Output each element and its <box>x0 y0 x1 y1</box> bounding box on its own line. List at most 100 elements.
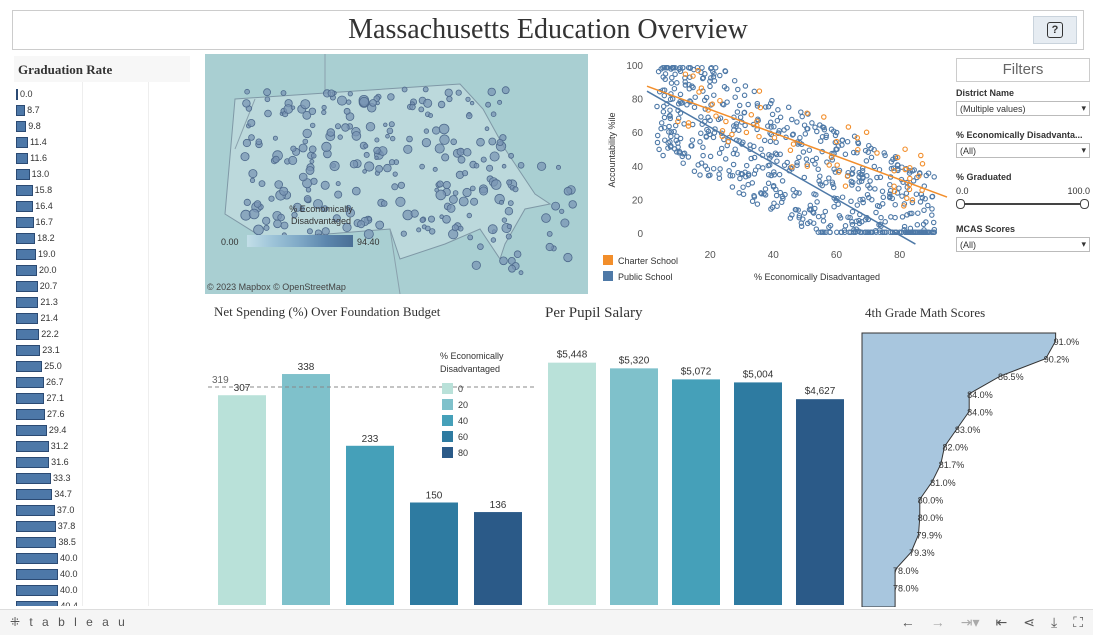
public-school-point <box>862 147 869 154</box>
graduation-bar-row[interactable]: 27.1 <box>16 390 64 406</box>
graduation-bar-row[interactable]: 34.7 <box>16 486 72 502</box>
graduation-bar[interactable] <box>16 344 41 356</box>
graduation-bar[interactable] <box>16 184 33 196</box>
graduation-bar[interactable] <box>16 312 39 324</box>
redo-icon[interactable]: → <box>930 614 945 630</box>
graduation-bar[interactable] <box>16 248 36 260</box>
graduation-bar[interactable] <box>16 296 39 308</box>
graduation-bar[interactable] <box>16 568 58 580</box>
graduation-bar-row[interactable]: 37.0 <box>16 502 74 518</box>
graduation-bar-row[interactable]: 31.6 <box>16 454 69 470</box>
graduation-bar[interactable] <box>16 440 49 452</box>
graduation-bar[interactable] <box>16 104 26 116</box>
graduation-bar[interactable] <box>16 200 34 212</box>
graduation-bar-row[interactable]: 9.8 <box>16 118 41 134</box>
graduation-bar[interactable] <box>16 168 30 180</box>
graduation-bar-row[interactable]: 16.7 <box>16 214 53 230</box>
graduation-bar-row[interactable]: 40.4 <box>16 598 78 606</box>
graduation-bar[interactable] <box>16 280 38 292</box>
graduation-bar-row[interactable]: 25.0 <box>16 358 62 374</box>
graduation-bar[interactable] <box>16 456 50 468</box>
math-scores-chart[interactable]: 91.0% 90.2% 86.5% 84.0% 84.0% 83.0% 82.0% 81.7%… <box>860 325 1086 607</box>
graduation-bar[interactable] <box>16 584 58 596</box>
graduation-bar[interactable] <box>16 376 45 388</box>
help-button[interactable]: ? <box>1033 16 1077 44</box>
graduation-bar[interactable] <box>16 264 37 276</box>
graduation-bar-row[interactable]: 22.2 <box>16 326 59 342</box>
graduation-bar[interactable] <box>16 120 27 132</box>
graduation-bar-row[interactable]: 37.8 <box>16 518 75 534</box>
graduation-bar-row[interactable]: 13.0 <box>16 166 49 182</box>
graduation-bar[interactable] <box>16 536 57 548</box>
graduation-bar[interactable] <box>16 472 51 484</box>
econ-filter-select[interactable]: (All) ▾ <box>956 143 1090 158</box>
school-dot <box>392 171 398 177</box>
revert-icon[interactable]: ⇥▾ <box>960 614 980 630</box>
graduation-bar-row[interactable]: 40.0 <box>16 566 78 582</box>
school-dot <box>470 197 479 206</box>
graduation-bar-row[interactable]: 16.4 <box>16 198 53 214</box>
per-pupil-salary-chart[interactable]: $5,448 $5,320 $5,072 $5,004 $4,627 <box>540 327 856 607</box>
graduation-bar[interactable] <box>16 136 28 148</box>
accountability-scatter-panel[interactable]: 0 20 40 60 80 100 20 40 60 80 Accountability %ile%… <box>597 54 952 286</box>
graduation-bar[interactable] <box>16 216 34 228</box>
slider-max-handle[interactable] <box>1080 199 1089 209</box>
graduation-bar[interactable] <box>16 552 58 564</box>
graduation-bar-row[interactable]: 18.2 <box>16 230 55 246</box>
mcas-filter-select[interactable]: (All) ▾ <box>956 237 1090 252</box>
graduation-bar-row[interactable]: 19.0 <box>16 246 55 262</box>
graduation-bar-row[interactable]: 27.6 <box>16 406 65 422</box>
graduation-bar[interactable] <box>16 392 45 404</box>
graduation-bar-row[interactable]: 21.4 <box>16 310 58 326</box>
district-filter-select[interactable]: (Multiple values) ▾ <box>956 101 1090 116</box>
map-canvas[interactable] <box>205 54 588 294</box>
graduation-bar[interactable] <box>16 520 56 532</box>
graduation-bar[interactable] <box>16 504 55 516</box>
public-school-point <box>930 229 937 236</box>
graduation-bar-row[interactable]: 31.2 <box>16 438 68 454</box>
download-icon[interactable]: ⤓ <box>1050 614 1058 630</box>
graduation-bar[interactable] <box>16 360 43 372</box>
graduation-bar[interactable] <box>16 328 40 340</box>
graduation-bar[interactable] <box>16 88 18 100</box>
graduation-bar-row[interactable]: 11.6 <box>16 150 47 166</box>
share-icon[interactable]: ⋖ <box>1023 614 1035 630</box>
district-map[interactable]: % Economically Disadvantaged 0.00 94.40 … <box>205 54 588 294</box>
public-school-point <box>761 137 768 144</box>
graduation-bar[interactable] <box>16 152 29 164</box>
graduation-bar-row[interactable]: 20.0 <box>16 262 57 278</box>
graduation-bar-row[interactable]: 40.0 <box>16 550 78 566</box>
net-spending-chart[interactable]: 307 338 233 150 136 319 % Economically Disadvan… <box>208 339 534 607</box>
graduation-bar-row[interactable]: 40.0 <box>16 582 78 598</box>
graduation-bar-row[interactable]: 38.5 <box>16 534 76 550</box>
graduation-bar[interactable] <box>16 488 53 500</box>
graduation-bar-row[interactable]: 29.4 <box>16 422 66 438</box>
graduation-bar[interactable] <box>16 600 59 606</box>
graduation-bar-row[interactable]: 15.8 <box>16 182 52 198</box>
graduated-range-slider[interactable] <box>956 198 1090 210</box>
graduation-bar-row[interactable]: 33.3 <box>16 470 70 486</box>
graduation-bar[interactable] <box>16 232 36 244</box>
graduation-bar-row[interactable]: 23.1 <box>16 342 60 358</box>
net-spending-panel[interactable]: Net Spending (%) Over Foundation Budget … <box>208 299 534 607</box>
graduation-bar-row[interactable]: 0.0 <box>16 86 33 102</box>
graduation-bar-row[interactable]: 8.7 <box>16 102 40 118</box>
graduation-bar[interactable] <box>16 408 45 420</box>
scatter-plot[interactable]: 0 20 40 60 80 100 20 40 60 80 Accountability %ile%… <box>597 54 952 286</box>
public-school-point <box>768 206 774 212</box>
graduation-bar-row[interactable]: 11.4 <box>16 134 47 150</box>
math-scores-panel[interactable]: 4th Grade Math Scores 91.0% 90.2% 86.5% 84.… <box>860 299 1086 607</box>
tableau-logo[interactable]: ⁜ t a b l e a u <box>10 615 128 629</box>
per-pupil-salary-panel[interactable]: Per Pupil Salary $5,448 $5,320 $5,072 $5,00… <box>540 299 856 607</box>
reset-icon[interactable]: ⇤ <box>995 614 1008 630</box>
public-school-point <box>887 193 893 200</box>
undo-icon[interactable]: ← <box>900 614 915 630</box>
graduation-bar[interactable] <box>16 424 47 436</box>
graduation-bar-row[interactable]: 20.7 <box>16 278 57 294</box>
graduation-rate-panel[interactable]: Graduation Rate 0.0 8.7 9.8 11.4 11.6 13.0 15.… <box>14 56 190 606</box>
fullscreen-icon[interactable]: ⛶ <box>1073 614 1083 630</box>
map-credit[interactable]: © 2023 Mapbox © OpenStreetMap <box>207 282 346 292</box>
graduation-bar-row[interactable]: 21.3 <box>16 294 58 310</box>
slider-min-handle[interactable] <box>956 199 965 209</box>
graduation-bar-row[interactable]: 26.7 <box>16 374 64 390</box>
